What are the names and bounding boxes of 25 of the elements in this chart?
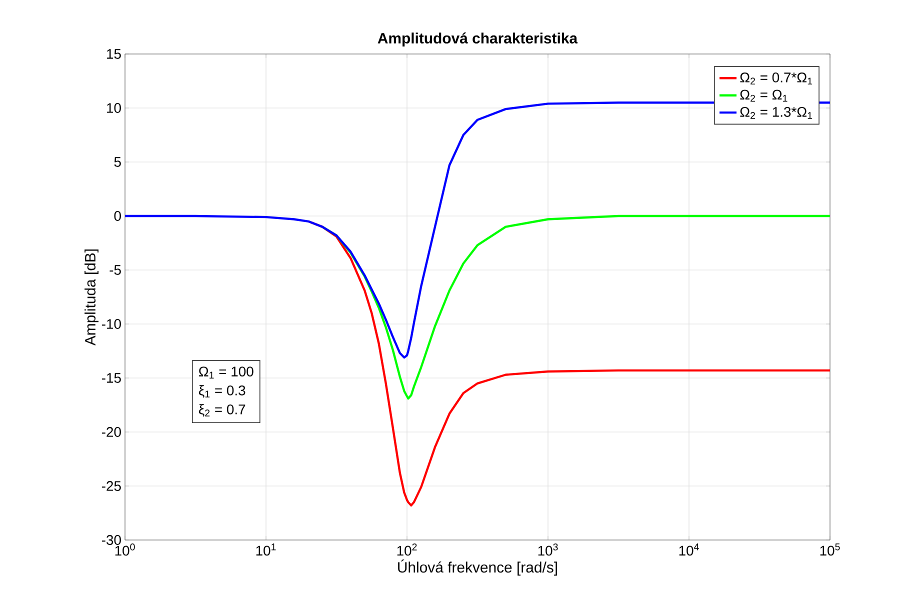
annotation: ξ$_{1}$ = 0.3 [198, 385, 246, 398]
legend-label: Ω$_{2}$ = 0.7*Ω$_{1}$ [740, 72, 812, 84]
y-tick-label: -25 [102, 481, 121, 491]
y-tick-label: -5 [110, 265, 121, 275]
annotation: Ω$_{1}$ = 100 [198, 366, 254, 378]
y-tick-label: 10 [107, 103, 121, 113]
x-tick-label: 10$^{2}$ [397, 544, 417, 556]
x-tick-label: 10$^{5}$ [820, 544, 840, 556]
y-tick-label: -20 [102, 427, 121, 437]
chart-title: Amplitudová charakteristika [378, 32, 578, 46]
x-tick-label: 10$^{0}$ [115, 544, 135, 556]
y-tick-label: -10 [102, 319, 121, 329]
x-tick-label: 10$^{3}$ [538, 544, 558, 556]
legend-label: Ω$_{2}$ = 1.3*Ω$_{1}$ [740, 106, 812, 119]
legend-label: Ω$_{2}$ = Ω$_{1}$ [740, 90, 788, 102]
y-tick-label: 15 [107, 49, 121, 59]
x-axis-title: Úhlová frekvence [rad/s] [398, 560, 557, 576]
annotation: ξ$_{2}$ = 0.7 [198, 404, 246, 417]
y-tick-label: 5 [114, 157, 121, 167]
y-axis-title: Amplituda [dB] [84, 250, 98, 346]
x-tick-label: 10$^{4}$ [679, 544, 699, 556]
y-tick-label: -30 [102, 535, 121, 545]
y-tick-label: -15 [102, 373, 121, 383]
x-tick-label: 10$^{1}$ [256, 544, 276, 556]
y-tick-label: 0 [114, 211, 121, 221]
